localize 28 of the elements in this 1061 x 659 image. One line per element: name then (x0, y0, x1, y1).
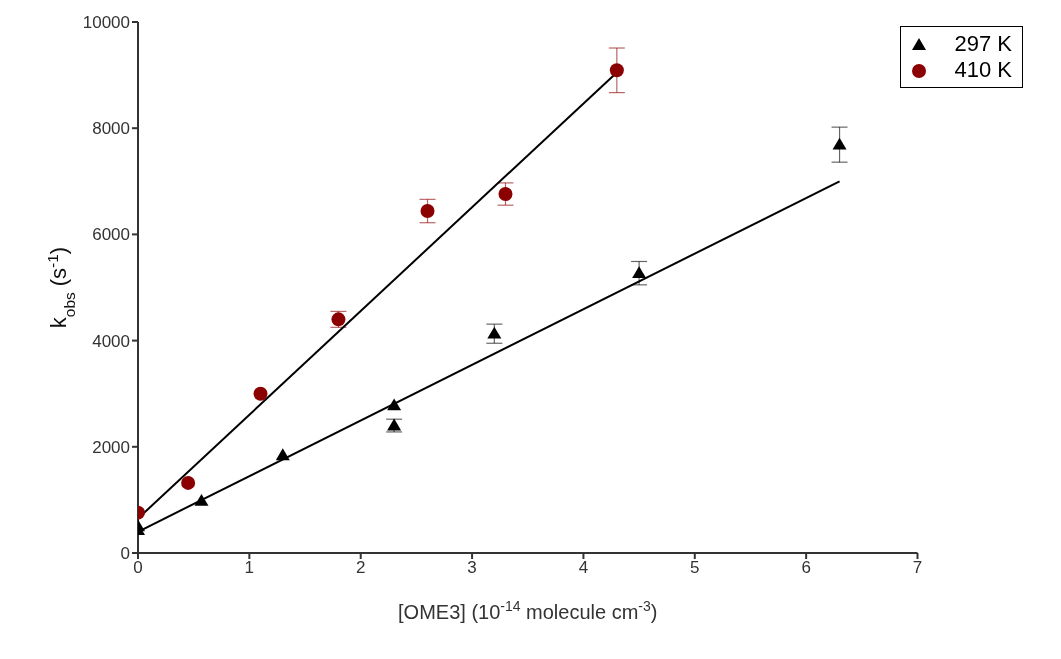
y-tick-label: 0 (120, 544, 130, 564)
x-tick-label: 2 (355, 558, 366, 578)
y-tick-label: 4000 (92, 331, 130, 351)
point (387, 398, 402, 411)
x-tick-label: 7 (912, 558, 923, 578)
x-axis-title: [OME3] (10$^{-14}$ molecule cm$^{-3}$) (398, 598, 658, 623)
point (275, 448, 290, 461)
x-tick-label: 0 (133, 558, 143, 578)
x-tick-label: 5 (690, 558, 700, 578)
y-tick-label: 2000 (92, 437, 130, 457)
point (832, 137, 847, 150)
y-tick-label: 10000 (82, 13, 130, 33)
x-tick-label: 6 (801, 558, 811, 578)
point (609, 63, 624, 78)
x-tick-label: 3 (467, 558, 477, 578)
y-tick-label: 6000 (92, 225, 130, 245)
point (194, 493, 209, 506)
y-tick-label: 8000 (92, 119, 130, 139)
point (498, 187, 513, 202)
x-tick-label: 1 (244, 558, 255, 578)
x-tick-label: 4 (578, 558, 589, 578)
point (632, 266, 647, 279)
legend-label: 297 K (954, 31, 1012, 57)
point (420, 204, 435, 219)
point (181, 475, 196, 490)
legend-label: 410 K (954, 57, 1012, 83)
point (487, 326, 502, 339)
point (253, 386, 268, 401)
